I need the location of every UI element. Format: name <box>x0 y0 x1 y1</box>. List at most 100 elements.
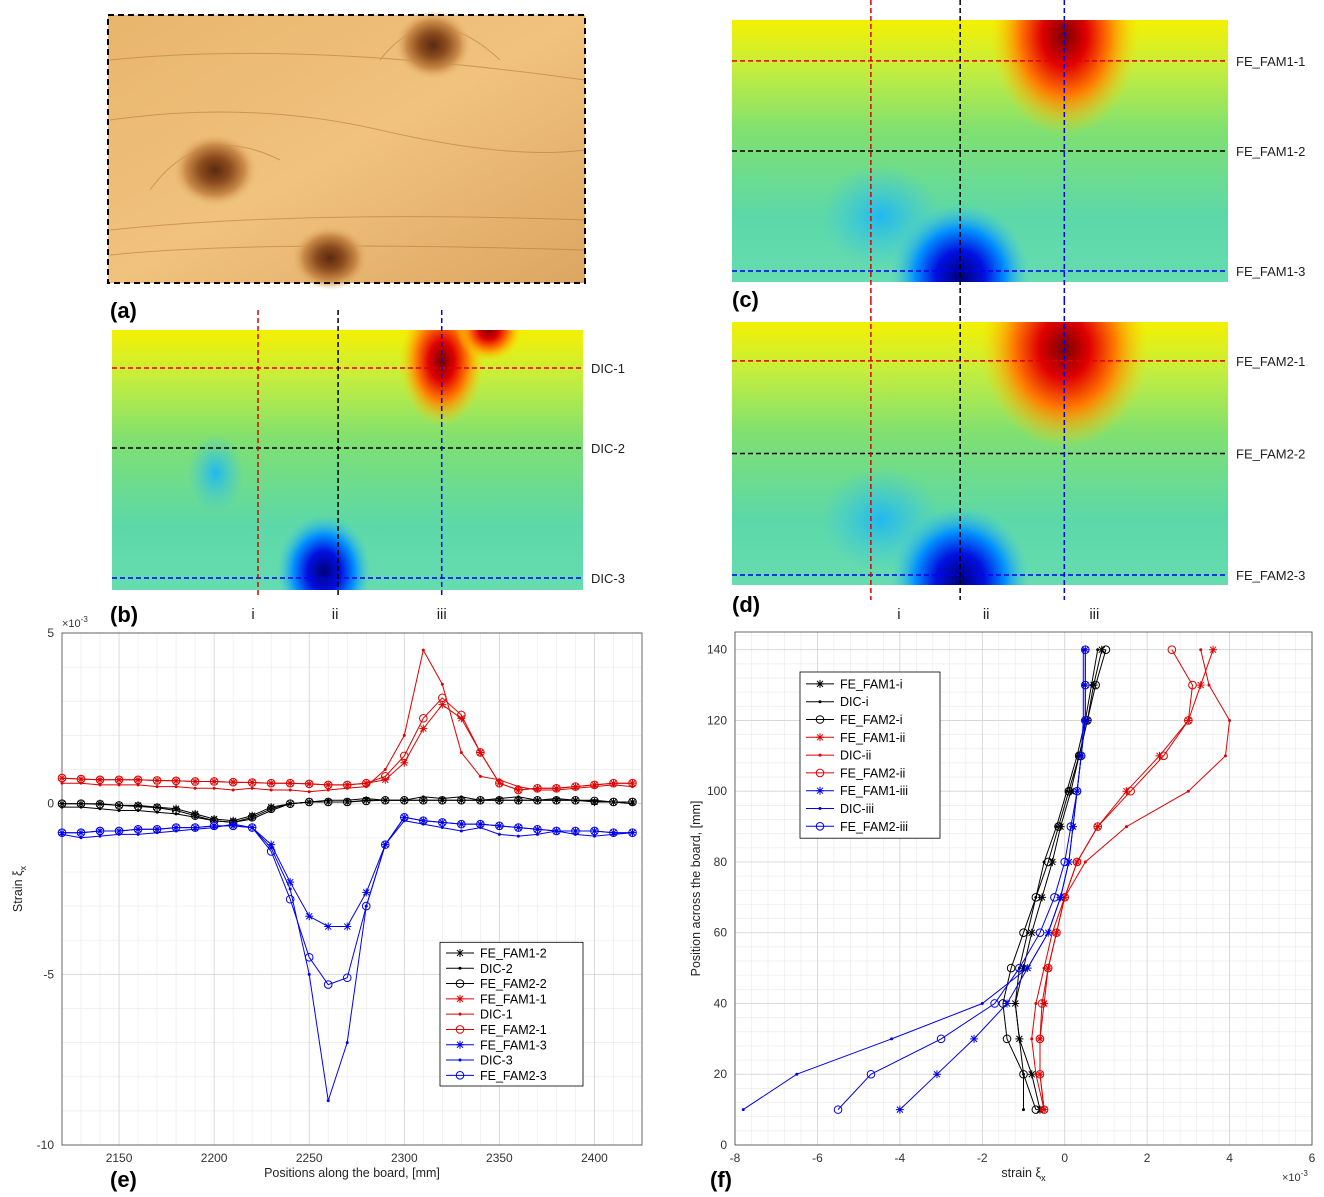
marker <box>1056 822 1065 831</box>
marker <box>193 815 197 819</box>
chart: 2150 2200 2250 2300 2350 2400 -10 -5 0 5 FE_FAM1-2… <box>11 615 643 1192</box>
heatmap-blob <box>890 506 1030 585</box>
marker <box>1043 857 1053 867</box>
y-axis-label: Position across the board, [mm] <box>689 801 703 977</box>
marker <box>326 798 330 802</box>
x-axis-label-sub: x <box>1041 1173 1046 1183</box>
legend-label: DIC-ii <box>840 749 871 763</box>
marker <box>1188 680 1197 690</box>
marker <box>1081 645 1090 654</box>
marker <box>1052 928 1061 938</box>
marker <box>133 824 143 834</box>
marker <box>833 1105 843 1114</box>
legend-label: DIC-i <box>840 695 868 709</box>
marker <box>514 795 523 805</box>
marker <box>1076 751 1086 761</box>
marker <box>1228 718 1232 722</box>
y-tick-label: 0 <box>47 797 54 811</box>
marker <box>478 774 482 778</box>
marker <box>458 1058 462 1062</box>
marker <box>362 796 371 805</box>
x-tick-label: 2200 <box>201 1151 228 1165</box>
marker <box>818 807 822 810</box>
marker <box>592 834 596 838</box>
marker <box>191 809 200 818</box>
marker <box>1039 1105 1049 1114</box>
marker <box>440 682 444 686</box>
legend-label: FE_FAM1-2 <box>480 946 547 960</box>
marker <box>399 795 409 805</box>
marker <box>1093 822 1102 831</box>
marker <box>1096 648 1100 652</box>
marker <box>590 826 599 836</box>
marker <box>212 786 216 790</box>
marker <box>285 799 295 808</box>
marker <box>1019 928 1028 938</box>
row-label: FE_FAM1-2 <box>1236 144 1305 159</box>
marker <box>590 796 599 806</box>
row-label: FE_FAM2-3 <box>1236 568 1305 583</box>
marker <box>1066 822 1076 831</box>
marker <box>190 777 200 786</box>
marker <box>533 824 542 834</box>
marker <box>60 832 64 836</box>
marker <box>136 783 140 787</box>
marker <box>79 836 83 840</box>
marker <box>476 795 485 805</box>
marker <box>361 778 371 788</box>
marker <box>1196 681 1205 690</box>
marker <box>304 952 314 962</box>
marker <box>1046 931 1050 935</box>
marker <box>1060 857 1070 867</box>
marker <box>1035 1069 1045 1079</box>
marker <box>571 782 580 791</box>
col-label: ii <box>332 606 339 623</box>
marker <box>1089 681 1098 690</box>
y-tick-label: -5 <box>43 967 54 981</box>
x-tick-label: 0 <box>1061 1151 1068 1165</box>
panel-label: (d) <box>732 592 760 617</box>
marker <box>1003 999 1012 1008</box>
marker <box>362 888 371 897</box>
col-label: i <box>251 606 254 623</box>
marker <box>1066 787 1075 796</box>
marker <box>1083 860 1087 864</box>
marker <box>458 1012 462 1016</box>
series-line <box>62 799 633 823</box>
row-label: FE_FAM1-3 <box>1236 264 1305 279</box>
marker <box>456 1040 464 1049</box>
marker <box>285 894 295 904</box>
marker <box>1186 789 1190 793</box>
x-tick-label: -4 <box>895 1151 906 1165</box>
marker <box>136 832 140 836</box>
marker <box>1223 754 1227 758</box>
y-tick-label: -10 <box>37 1138 55 1152</box>
marker <box>1071 825 1075 829</box>
marker <box>117 783 121 787</box>
series-line <box>1002 649 1107 1110</box>
legend-label: DIC-3 <box>480 1054 513 1068</box>
row-label: FE_FAM1-1 <box>1236 54 1305 69</box>
x-tick-label: -2 <box>977 1151 988 1165</box>
marker <box>171 806 181 815</box>
marker <box>364 797 368 801</box>
marker <box>816 786 824 795</box>
marker <box>1072 786 1082 796</box>
legend-label: FE_FAM1-1 <box>480 992 547 1006</box>
marker <box>455 979 465 988</box>
marker <box>326 1099 330 1103</box>
marker <box>628 778 637 788</box>
x-tick-label: 2350 <box>486 1151 513 1165</box>
col-label: iii <box>437 606 447 623</box>
marker <box>419 816 428 826</box>
marker <box>458 966 462 970</box>
y-tick-label: 5 <box>47 626 54 640</box>
marker <box>1101 645 1111 654</box>
y-tick-label: 80 <box>714 855 728 869</box>
marker <box>1015 963 1024 973</box>
marker <box>267 840 276 849</box>
marker <box>1065 789 1069 793</box>
marker <box>228 777 238 787</box>
